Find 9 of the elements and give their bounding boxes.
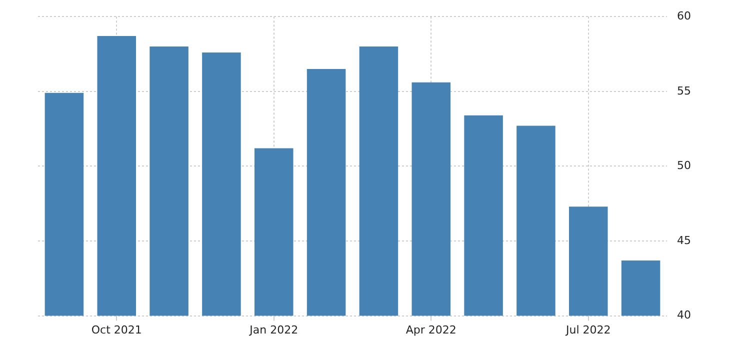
y-tick-label: 45 [677, 234, 692, 247]
y-tick-label: 55 [677, 84, 692, 98]
x-tick-label: Jan 2022 [248, 323, 298, 336]
y-tick-label: 50 [677, 159, 692, 172]
x-tick-label: Apr 2022 [406, 323, 456, 336]
y-tick-label: 60 [677, 9, 692, 22]
x-tick-label: Jul 2022 [564, 323, 611, 336]
x-tick-label: Oct 2021 [91, 323, 142, 336]
y-tick-label: 40 [677, 308, 692, 322]
